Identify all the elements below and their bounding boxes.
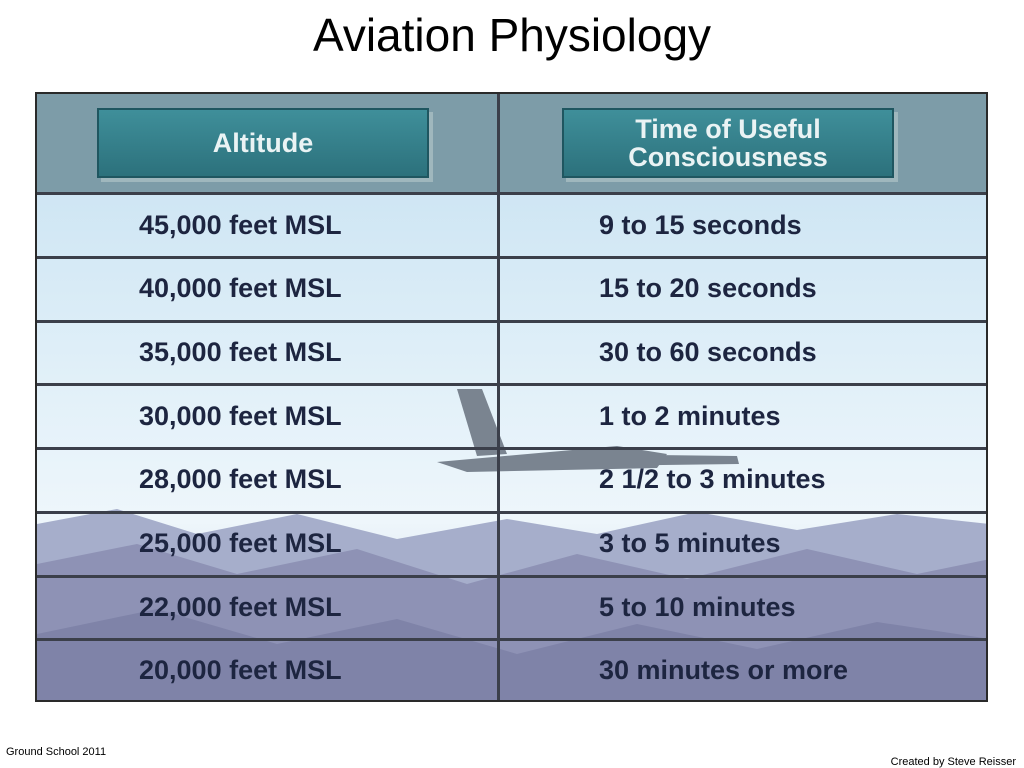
altitude-cell: 45,000 feet MSL (139, 209, 342, 240)
altitude-cell: 22,000 feet MSL (139, 591, 342, 622)
time-cell: 5 to 10 minutes (599, 591, 796, 622)
altitude-cell: 28,000 feet MSL (139, 464, 342, 495)
time-cell: 3 to 5 minutes (599, 528, 781, 558)
footer-right: Created by Steve Reisser (890, 756, 1016, 768)
time-cell: 9 to 15 seconds (599, 209, 802, 240)
column-header: Altitude (97, 108, 429, 178)
time-cell: 1 to 2 minutes (599, 400, 781, 431)
altitude-cell: 40,000 feet MSL (139, 273, 342, 304)
slide-title: Aviation Physiology (312, 9, 712, 61)
time-cell: 2 1/2 to 3 minutes (599, 464, 826, 495)
row-divider (37, 447, 986, 451)
time-cell: 15 to 20 seconds (599, 273, 817, 304)
time-cell: 30 to 60 seconds (599, 336, 817, 367)
row-divider (37, 638, 986, 642)
row-divider (37, 319, 986, 323)
table: Altitude Time of Useful Consciousness 45,0… (35, 92, 988, 702)
row-divider (37, 510, 986, 514)
column-divider (497, 94, 500, 700)
row-divider (37, 192, 986, 195)
row-divider (37, 383, 986, 387)
row-divider (37, 256, 986, 259)
altitude-cell: 25,000 feet MSL (139, 528, 342, 558)
footer-left: Ground School 2011 (6, 746, 107, 758)
row-divider (37, 574, 986, 578)
altitude-cell: 30,000 feet MSL (139, 400, 342, 431)
altitude-cell: 35,000 feet MSL (139, 336, 342, 367)
altitude-cell: 20,000 feet MSL (139, 655, 342, 686)
time-cell: 30 minutes or more (599, 655, 849, 686)
column-header: Time of Useful Consciousness (562, 108, 894, 178)
background-image (37, 94, 986, 700)
